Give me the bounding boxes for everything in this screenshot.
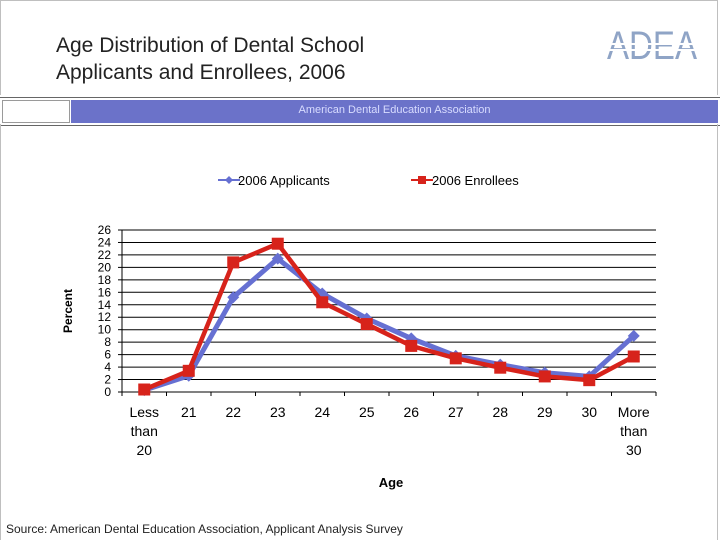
y-tick-label: 12 [98,310,112,324]
x-tick-label: 23 [270,404,286,420]
data-point-enrollees [271,237,284,250]
y-tick-label: 20 [98,260,112,274]
band-text: American Dental Education Association [298,104,491,116]
data-point-enrollees [449,352,462,365]
data-point-enrollees [405,339,418,352]
data-point-enrollees [360,318,373,331]
y-tick-label: 10 [98,323,112,337]
legend-enrollees-marker [418,176,426,184]
source-note: Source: American Dental Education Associ… [6,522,403,536]
title-box: Age Distribution of Dental School Applic… [0,0,718,95]
y-tick-label: 18 [98,273,112,287]
y-tick-label: 22 [98,248,112,262]
x-tick-label: 28 [492,404,508,420]
x-tick-label: 22 [225,404,241,420]
data-point-enrollees [182,364,195,377]
x-tick-label: 27 [448,404,464,420]
x-tick-label: 24 [314,404,330,420]
data-point-enrollees [583,374,596,387]
x-tick-label: Less than 20 [129,404,159,458]
legend-enrollees-label: 2006 Enrollees [432,173,519,188]
x-axis-title: Age [379,475,404,490]
x-tick-label: More than 30 [618,404,650,458]
legend-applicants-marker [225,176,233,184]
data-point-enrollees [227,256,240,269]
association-band: American Dental Education Association [0,97,720,126]
adea-logo: ADEA [607,24,699,65]
x-tick-label: 26 [403,404,419,420]
slide-title: Age Distribution of Dental School Applic… [56,34,365,84]
data-point-enrollees [138,383,151,396]
data-point-applicants [227,291,240,304]
y-tick-label: 26 [98,223,112,237]
band-bar: American Dental Education Association [71,100,718,123]
y-axis-title: Percent [61,289,75,333]
data-point-enrollees [538,370,551,383]
series-line-applicants [143,256,636,393]
y-tick-label: 8 [104,335,111,349]
x-tick-label: 29 [537,404,553,420]
series-line-enrollees [143,241,635,392]
band-left-box [2,100,70,123]
y-tick-label: 24 [98,235,112,249]
y-tick-label: 0 [104,385,111,399]
content-border [0,124,718,540]
data-point-enrollees [494,361,507,374]
y-tick-label: 16 [98,285,112,299]
data-point-applicants [627,329,640,342]
data-point-applicants [271,252,284,265]
data-point-enrollees [627,350,640,363]
x-tick-label: 25 [359,404,375,420]
y-tick-label: 2 [104,373,111,387]
y-tick-label: 6 [104,348,111,362]
x-tick-label: 21 [181,404,197,420]
legend-applicants-label: 2006 Applicants [238,173,330,188]
x-tick-label: 30 [581,404,597,420]
y-tick-label: 4 [104,360,111,374]
y-tick-label: 14 [98,298,112,312]
data-point-enrollees [316,296,329,309]
